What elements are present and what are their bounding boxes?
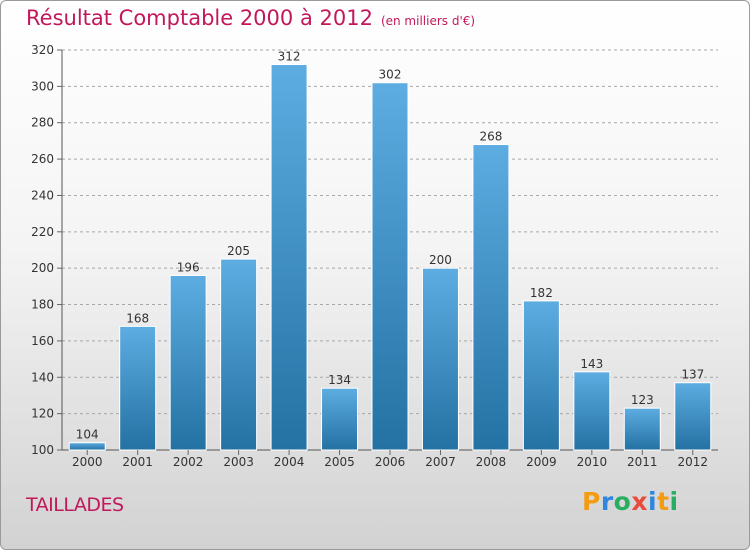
- y-tick-label: 180: [31, 298, 54, 312]
- x-tick-label: 2008: [476, 455, 507, 469]
- commune-name: TAILLADES: [26, 494, 124, 516]
- logo-letter: i: [669, 487, 679, 516]
- data-label: 302: [379, 68, 402, 82]
- y-tick-label: 120: [31, 407, 54, 421]
- y-tick-label: 240: [31, 188, 54, 202]
- bar: [169, 274, 207, 451]
- x-tick-label: 2012: [677, 455, 708, 469]
- y-tick-label: 260: [31, 152, 54, 166]
- x-tick-label: 2006: [375, 455, 406, 469]
- data-label: 134: [328, 373, 351, 387]
- data-label: 196: [177, 260, 200, 274]
- x-tick-label: 2004: [274, 455, 305, 469]
- y-tick-label: 280: [31, 116, 54, 130]
- x-tick-label: 2007: [425, 455, 456, 469]
- x-tick-label: 2001: [122, 455, 153, 469]
- bar: [321, 387, 359, 451]
- proxiti-logo: Proxiti: [582, 487, 679, 516]
- bar: [421, 267, 459, 451]
- data-label: 205: [227, 244, 250, 258]
- x-tick-label: 2002: [173, 455, 204, 469]
- y-tick-label: 140: [31, 370, 54, 384]
- data-label: 182: [530, 286, 553, 300]
- data-label: 200: [429, 253, 452, 267]
- logo-letter: o: [613, 487, 632, 516]
- data-label: 168: [126, 311, 149, 325]
- y-tick-label: 220: [31, 225, 54, 239]
- bar: [472, 144, 510, 451]
- chart-title: Résultat Comptable 2000 à 2012 (en millie…: [26, 6, 475, 30]
- data-label: 143: [580, 357, 603, 371]
- title-text: Résultat Comptable 2000 à 2012: [26, 6, 373, 30]
- logo-letter: P: [582, 487, 601, 516]
- data-label: 312: [278, 50, 301, 64]
- x-tick-label: 2010: [577, 455, 608, 469]
- bar: [674, 382, 712, 451]
- x-tick-label: 2005: [324, 455, 355, 469]
- bar: [270, 64, 308, 451]
- y-tick-label: 100: [31, 443, 54, 457]
- data-label: 137: [681, 368, 704, 382]
- bar: [522, 300, 560, 451]
- bar: [573, 371, 611, 451]
- logo-letter: x: [631, 487, 648, 516]
- logo-letter: i: [648, 487, 658, 516]
- x-tick-label: 2009: [526, 455, 557, 469]
- x-tick-label: 2000: [72, 455, 103, 469]
- title-unit: (en milliers d'€): [380, 14, 476, 28]
- x-tick-label: 2011: [627, 455, 658, 469]
- data-label: 104: [76, 428, 99, 442]
- logo-letter: t: [657, 487, 670, 516]
- bar: [220, 258, 258, 451]
- bar: [119, 325, 157, 451]
- bar: [68, 442, 106, 451]
- y-tick-label: 320: [31, 43, 54, 57]
- y-tick-label: 300: [31, 79, 54, 93]
- bar: [371, 82, 409, 451]
- y-tick-label: 200: [31, 261, 54, 275]
- data-label: 123: [631, 393, 654, 407]
- y-tick-label: 160: [31, 334, 54, 348]
- data-label: 268: [479, 130, 502, 144]
- bar: [623, 407, 661, 451]
- logo-letter: r: [600, 487, 614, 516]
- x-tick-label: 2003: [223, 455, 254, 469]
